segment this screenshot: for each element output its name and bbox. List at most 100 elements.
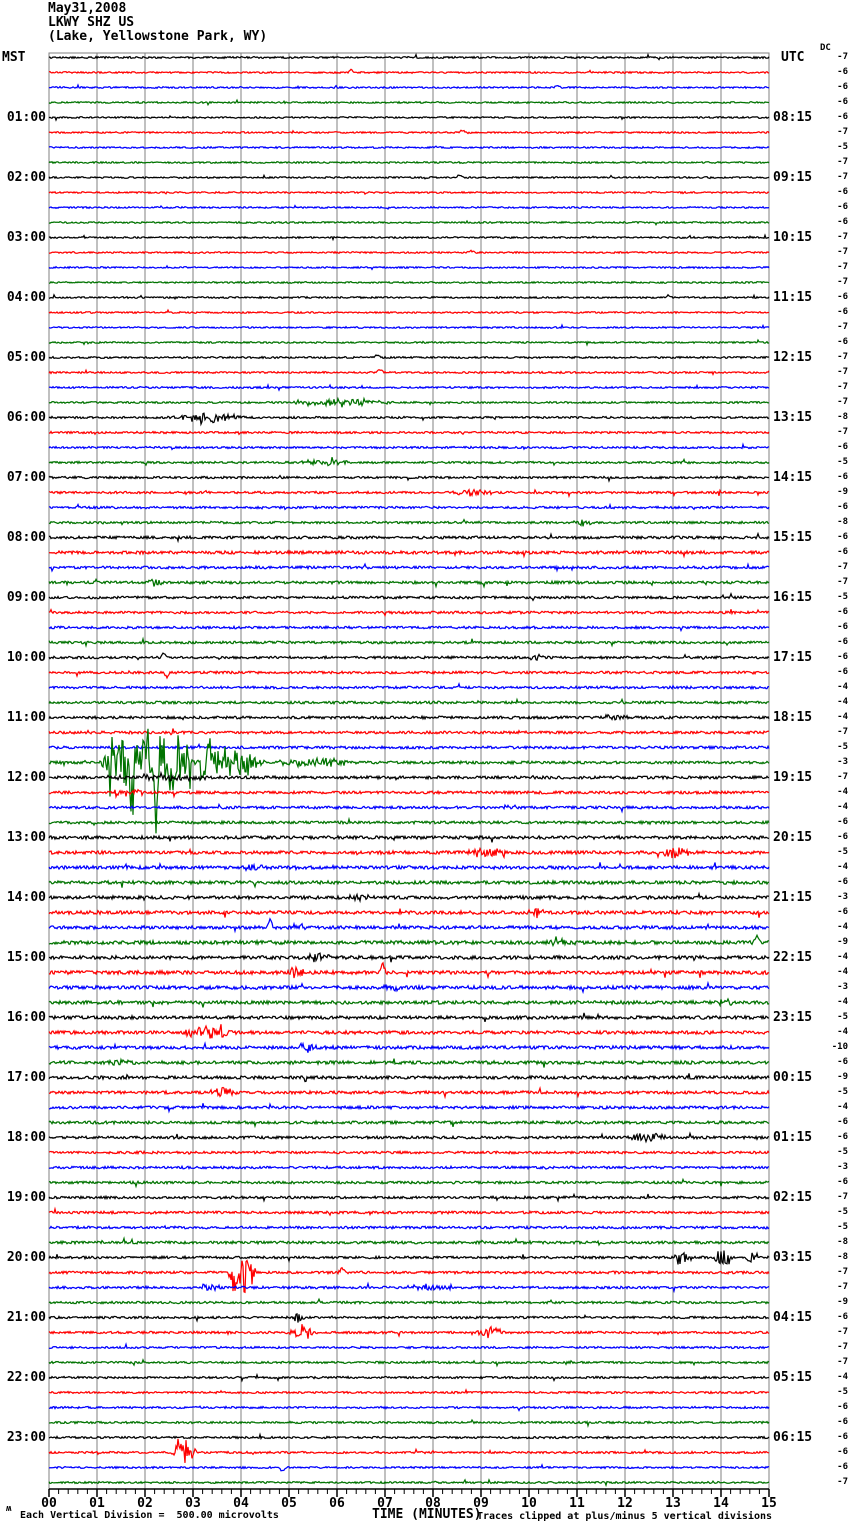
mst-hour-label: 21:00 xyxy=(6,1309,46,1325)
x-axis-tick-label: 07 xyxy=(377,1496,393,1511)
seismogram-trace-row-77 xyxy=(48,1206,770,1217)
x-axis-tick-label: 04 xyxy=(233,1496,249,1511)
seismogram-trace-row-12 xyxy=(48,233,769,242)
seismogram-trace-row-10 xyxy=(48,204,770,210)
dc-offset-value: -6 xyxy=(837,1402,848,1412)
seismogram-trace-row-7 xyxy=(48,160,770,165)
mst-hour-label: 15:00 xyxy=(6,949,46,965)
utc-hour-label: 21:15 xyxy=(773,889,813,905)
seismogram-trace-row-44 xyxy=(48,713,770,721)
dc-offset-value: -4 xyxy=(837,997,848,1007)
seismogram-trace-row-82 xyxy=(48,1281,770,1294)
x-axis-tick-label: 06 xyxy=(329,1496,345,1511)
dc-offset-value: -6 xyxy=(837,607,848,617)
dc-offset-value: -4 xyxy=(837,1372,848,1382)
dc-offset-value: -6 xyxy=(837,97,848,107)
dc-offset-value: -7 xyxy=(837,1327,848,1337)
dc-offset-value: -6 xyxy=(837,187,848,197)
seismogram-trace-row-81 xyxy=(48,1259,770,1294)
x-axis-tick-label: 03 xyxy=(185,1496,201,1511)
seismogram-trace-row-34 xyxy=(48,562,770,573)
seismogram-trace-row-29 xyxy=(48,488,770,499)
seismogram-trace-row-37 xyxy=(48,608,770,618)
dc-offset-value: -6 xyxy=(837,1312,848,1322)
mst-hour-label: 08:00 xyxy=(6,529,46,545)
seismogram-trace-row-22 xyxy=(48,383,770,392)
dc-offset-value: -3 xyxy=(837,892,848,902)
dc-offset-value: -6 xyxy=(837,112,848,122)
dc-offset-value: -6 xyxy=(837,907,848,917)
dc-offset-value: -5 xyxy=(837,1387,848,1397)
dc-offset-value: -7 xyxy=(837,52,848,62)
seismogram-trace-row-19 xyxy=(48,338,770,347)
utc-hour-label: 13:15 xyxy=(773,409,813,425)
seismogram-trace-row-83 xyxy=(48,1297,770,1305)
dc-offset-value: -6 xyxy=(837,472,848,482)
seismogram-trace-row-15 xyxy=(48,280,770,285)
seismogram-trace-row-36 xyxy=(48,591,770,602)
dc-offset-value: -4 xyxy=(837,697,848,707)
dc-offset-value: -6 xyxy=(837,82,848,92)
seismogram-trace-row-93 xyxy=(48,1438,770,1463)
seismogram-trace-row-26 xyxy=(48,442,770,451)
left-timezone-label: MST xyxy=(2,50,26,65)
utc-hour-label: 12:15 xyxy=(773,349,813,365)
utc-hour-label: 05:15 xyxy=(773,1369,813,1385)
utc-hour-label: 00:15 xyxy=(773,1069,813,1085)
mst-hour-label: 12:00 xyxy=(6,769,46,785)
dc-offset-value: -7 xyxy=(837,397,848,407)
seismogram-trace-row-5 xyxy=(48,129,770,135)
dc-offset-value: -6 xyxy=(837,1117,848,1127)
x-axis-tick-label: 14 xyxy=(713,1496,729,1511)
dc-offset-value: -9 xyxy=(837,1297,848,1307)
seismogram-trace-row-8 xyxy=(48,173,770,180)
dc-offset-value: -8 xyxy=(837,1237,848,1247)
dc-offset-value: -6 xyxy=(837,1057,848,1067)
dc-offset-value: -5 xyxy=(837,742,848,752)
mst-hour-label: 20:00 xyxy=(6,1249,46,1265)
seismogram-trace-row-35 xyxy=(48,578,770,589)
seismogram-trace-row-95 xyxy=(48,1478,770,1488)
seismogram-trace-row-33 xyxy=(48,549,770,559)
dc-offset-value: -3 xyxy=(837,1162,848,1172)
dc-offset-value: -6 xyxy=(837,1432,848,1442)
seismogram-trace-row-56 xyxy=(48,891,770,904)
seismogram-trace-row-84 xyxy=(48,1313,770,1323)
x-axis-tick-label: 08 xyxy=(425,1496,441,1511)
seismogram-trace-row-59 xyxy=(48,933,770,948)
seismogram-trace-row-58 xyxy=(48,917,770,934)
seismogram-trace-row-55 xyxy=(48,878,770,889)
dc-offset-value: -7 xyxy=(837,127,848,137)
mst-hour-label: 23:00 xyxy=(6,1429,46,1445)
seismogram-trace-row-80 xyxy=(48,1250,770,1266)
dc-offset-value: -4 xyxy=(837,862,848,872)
seismogram-trace-row-94 xyxy=(48,1463,770,1472)
seismogram-trace-row-30 xyxy=(48,502,770,511)
dc-offset-value: -6 xyxy=(837,832,848,842)
dc-offset-value: -6 xyxy=(837,547,848,557)
dc-offset-value: -6 xyxy=(837,307,848,317)
mst-hour-label: 14:00 xyxy=(6,889,46,905)
dc-offset-value: -4 xyxy=(837,967,848,977)
mst-hour-label: 07:00 xyxy=(6,469,46,485)
seismogram-trace-row-2 xyxy=(48,83,770,90)
dc-offset-value: -6 xyxy=(837,292,848,302)
dc-offset-value: -4 xyxy=(837,787,848,797)
dc-offset-value: -4 xyxy=(837,952,848,962)
seismogram-trace-row-68 xyxy=(48,1073,770,1083)
seismogram-trace-row-79 xyxy=(48,1236,770,1247)
mst-hour-label: 18:00 xyxy=(6,1129,46,1145)
seismogram-trace-row-74 xyxy=(48,1164,770,1171)
dc-offset-value: -8 xyxy=(837,412,848,422)
mst-hour-label: 13:00 xyxy=(6,829,46,845)
seismogram-trace-row-85 xyxy=(48,1324,770,1339)
dc-offset-value: -7 xyxy=(837,262,848,272)
clip-note: Traces clipped at plus/minus 5 vertical … xyxy=(477,1511,773,1522)
mst-hour-label: 16:00 xyxy=(6,1009,46,1025)
dc-offset-value: -6 xyxy=(837,1417,848,1427)
seismogram-trace-row-4 xyxy=(48,114,770,122)
seismogram-trace-row-76 xyxy=(48,1192,770,1203)
dc-offset-value: -6 xyxy=(837,877,848,887)
